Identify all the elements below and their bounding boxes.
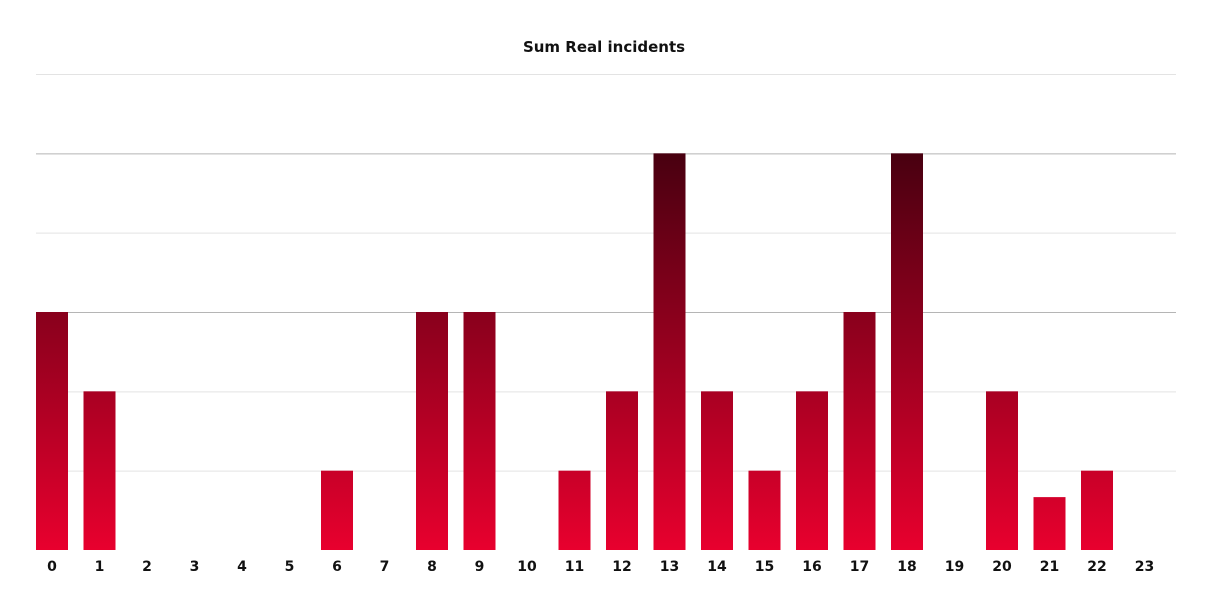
bar-13[interactable] xyxy=(653,153,686,551)
bar-6[interactable] xyxy=(321,470,353,550)
bar-22[interactable] xyxy=(1081,470,1113,550)
chart-title: Sum Real incidents xyxy=(523,38,685,56)
x-tick-label: 15 xyxy=(755,559,774,575)
x-tick-label: 1 xyxy=(95,559,105,575)
bar-18[interactable] xyxy=(891,153,923,551)
bar-15[interactable] xyxy=(748,470,781,550)
x-tick-label: 7 xyxy=(380,559,390,575)
x-tick-label: 21 xyxy=(1040,559,1059,575)
x-tick-label: 20 xyxy=(992,559,1012,575)
x-tick-label: 10 xyxy=(517,559,537,575)
x-tick-label: 23 xyxy=(1135,559,1154,575)
bar-11[interactable] xyxy=(558,470,591,550)
x-tick-label: 19 xyxy=(945,559,964,575)
bar-14[interactable] xyxy=(701,391,733,550)
x-tick-label: 0 xyxy=(47,559,57,575)
x-tick-label: 13 xyxy=(660,559,679,575)
x-tick-label: 16 xyxy=(802,559,821,575)
bar-12[interactable] xyxy=(606,391,638,550)
x-tick-label: 18 xyxy=(897,559,916,575)
bar-0[interactable] xyxy=(36,312,68,550)
bar-1[interactable] xyxy=(83,391,116,550)
bar-9[interactable] xyxy=(463,312,496,550)
x-tick-label: 3 xyxy=(190,559,200,575)
bar-16[interactable] xyxy=(796,391,828,550)
bar-20[interactable] xyxy=(986,391,1018,550)
x-tick-label: 14 xyxy=(707,559,727,575)
x-tick-label: 5 xyxy=(285,559,295,575)
x-tick-label: 2 xyxy=(142,559,152,575)
bar-21[interactable] xyxy=(1033,497,1066,550)
x-tick-label: 12 xyxy=(612,559,631,575)
bar-17[interactable] xyxy=(843,312,876,550)
x-tick-label: 4 xyxy=(237,559,247,575)
x-tick-label: 11 xyxy=(565,559,584,575)
bar-8[interactable] xyxy=(416,312,448,550)
x-tick-label: 8 xyxy=(427,559,437,575)
x-tick-label: 22 xyxy=(1087,559,1106,575)
x-tick-label: 9 xyxy=(475,559,485,575)
x-tick-label: 6 xyxy=(332,559,342,575)
x-tick-label: 17 xyxy=(850,559,869,575)
